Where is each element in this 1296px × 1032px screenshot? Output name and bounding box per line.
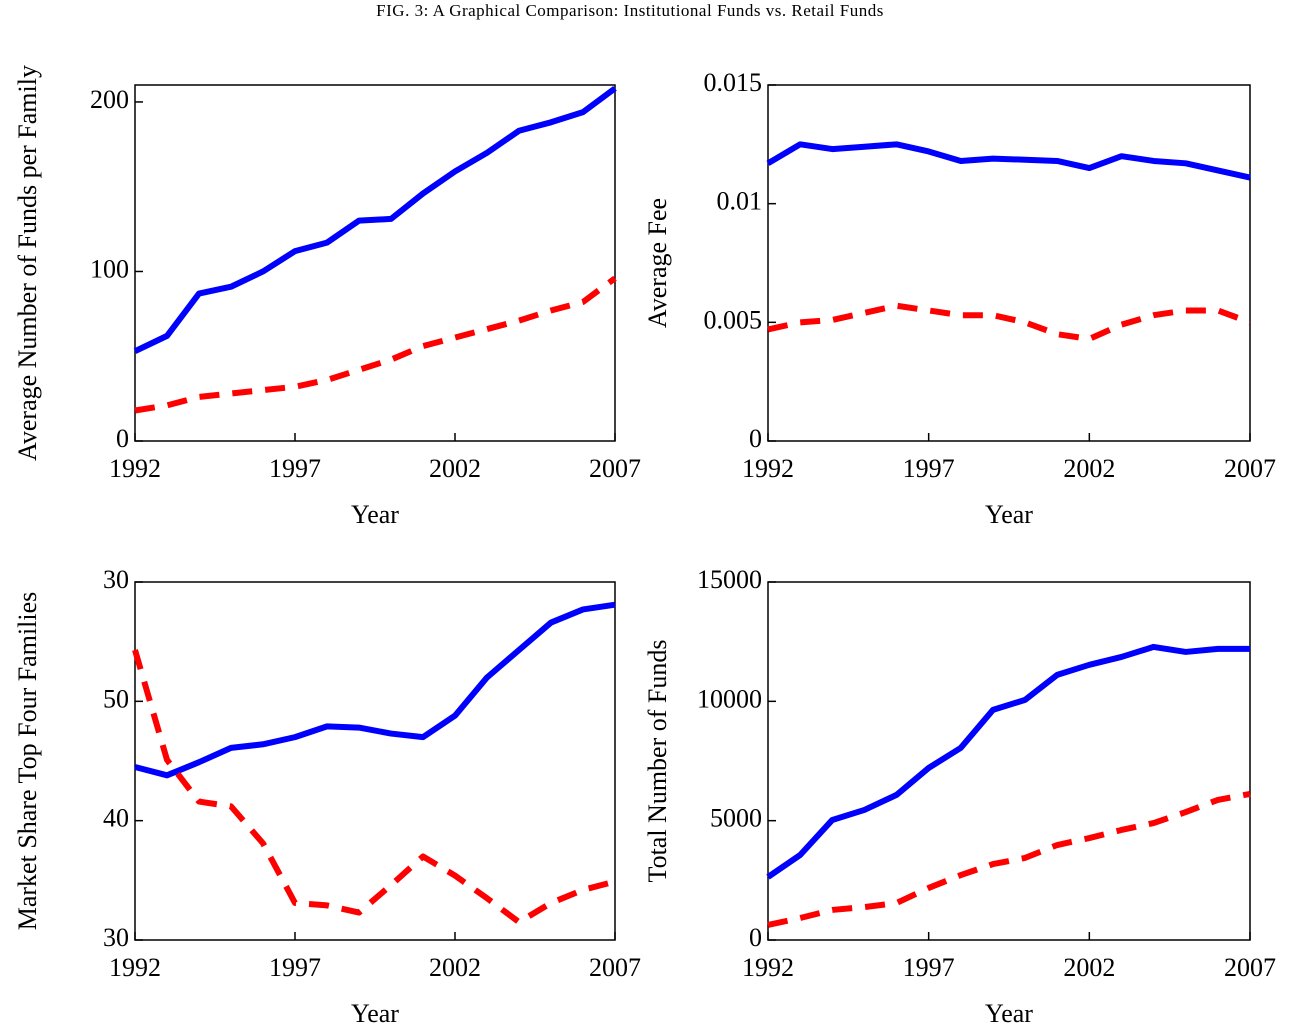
data-line bbox=[134, 275, 617, 414]
x-tick-label: 1997 bbox=[269, 454, 321, 483]
y-tick-label: 0 bbox=[749, 424, 762, 453]
x-axis-label: Year bbox=[985, 500, 1033, 529]
x-tick-label: 1997 bbox=[903, 454, 955, 483]
plot-frame bbox=[134, 581, 616, 941]
plot-frame bbox=[134, 84, 616, 442]
x-tick-label: 2007 bbox=[1224, 953, 1276, 982]
y-tick-label: 0.005 bbox=[704, 305, 763, 334]
y-tick-label: 10000 bbox=[697, 684, 762, 713]
y-tick-label: 0 bbox=[749, 923, 762, 952]
x-tick-label: 1992 bbox=[742, 953, 794, 982]
x-tick-label: 2002 bbox=[429, 953, 481, 982]
y-axis-label: Market Share Top Four Families bbox=[13, 592, 42, 931]
y-tick-label: 50 bbox=[103, 684, 129, 713]
y-tick-label: 15000 bbox=[697, 565, 762, 594]
data-line bbox=[766, 141, 1251, 181]
plot-frame bbox=[767, 84, 1251, 442]
x-tick-label: 1992 bbox=[109, 953, 161, 982]
x-tick-label: 2007 bbox=[1224, 454, 1276, 483]
y-tick-label: 200 bbox=[90, 85, 129, 114]
x-tick-label: 1992 bbox=[742, 454, 794, 483]
x-tick-label: 1997 bbox=[903, 953, 955, 982]
y-tick-label: 30 bbox=[103, 565, 129, 594]
x-tick-label: 2007 bbox=[589, 454, 641, 483]
plot-frame bbox=[767, 581, 1251, 941]
y-axis-label: Total Number of Funds bbox=[643, 640, 672, 883]
y-tick-label: 0.01 bbox=[717, 187, 763, 216]
x-tick-label: 2002 bbox=[1063, 454, 1115, 483]
y-tick-label: 0 bbox=[116, 424, 129, 453]
data-line bbox=[767, 302, 1252, 342]
y-tick-label: 100 bbox=[90, 254, 129, 283]
x-tick-label: 2002 bbox=[429, 454, 481, 483]
x-axis-label: Year bbox=[985, 999, 1033, 1028]
data-line bbox=[133, 85, 617, 354]
data-line bbox=[132, 649, 616, 926]
y-tick-label: 30 bbox=[103, 923, 129, 952]
y-axis-label: Average Number of Funds per Family bbox=[13, 65, 42, 461]
data-line bbox=[767, 790, 1251, 928]
x-tick-label: 1992 bbox=[109, 454, 161, 483]
figure-title: FIG. 3: A Graphical Comparison: Institut… bbox=[376, 1, 884, 20]
y-tick-label: 0.015 bbox=[704, 68, 763, 97]
x-axis-label: Year bbox=[351, 500, 399, 529]
data-line bbox=[134, 601, 616, 779]
x-tick-label: 2007 bbox=[589, 953, 641, 982]
x-tick-label: 2002 bbox=[1063, 953, 1115, 982]
y-axis-label: Average Fee bbox=[643, 198, 672, 328]
y-tick-label: 5000 bbox=[710, 804, 762, 833]
y-tick-label: 40 bbox=[103, 804, 129, 833]
x-axis-label: Year bbox=[351, 999, 399, 1028]
data-line bbox=[766, 643, 1250, 880]
x-tick-label: 1997 bbox=[269, 953, 321, 982]
